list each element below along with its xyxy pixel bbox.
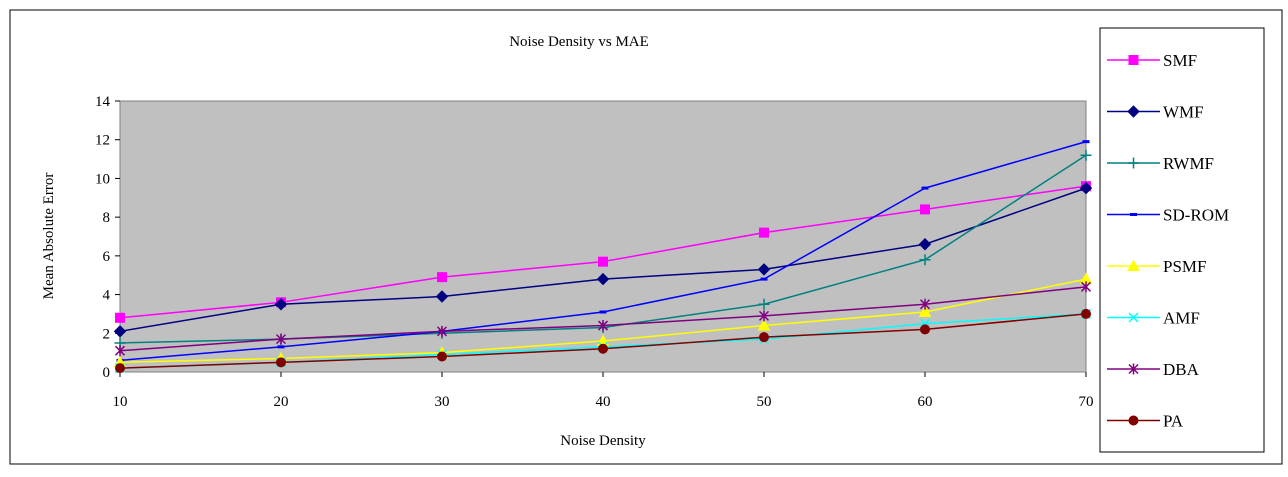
legend-item-dba: DBA <box>1107 360 1200 379</box>
series-pa <box>115 308 1091 374</box>
y-tick-label: 14 <box>95 94 111 110</box>
marker-circle <box>115 363 125 374</box>
marker-diamond <box>596 272 610 286</box>
marker-dash <box>1130 213 1137 216</box>
legend-item-wmf: WMF <box>1107 103 1204 122</box>
marker-triangle <box>918 305 932 317</box>
axes: 0 2 4 6 8 10 12 14 10 20 30 40 50 60 70 <box>95 94 1094 410</box>
marker-triangle <box>1127 259 1140 271</box>
x-tick-label: 70 <box>1079 394 1094 410</box>
marker-square <box>598 256 608 267</box>
legend-item-rwmf: RWMF <box>1107 154 1214 173</box>
marker-dash <box>599 310 607 314</box>
y-tick-label: 4 <box>103 288 111 304</box>
marker-star <box>436 325 448 337</box>
marker-square <box>759 227 769 238</box>
marker-diamond <box>918 238 932 251</box>
marker-diamond <box>113 325 127 338</box>
y-tick-label: 8 <box>103 210 111 226</box>
marker-circle <box>920 324 930 335</box>
marker-dash <box>277 345 285 349</box>
legend: SMF WMF RWMF SD-ROM PSMF AMF DBA PA <box>1107 51 1229 431</box>
y-tick-label: 2 <box>103 326 111 342</box>
marker-circle <box>759 332 769 343</box>
marker-x <box>1128 312 1139 323</box>
marker-dash <box>760 277 768 281</box>
series-layer <box>113 140 1093 374</box>
legend-box <box>1099 27 1265 453</box>
marker-square <box>920 204 930 215</box>
marker-star <box>275 333 287 345</box>
marker-square <box>115 312 125 323</box>
marker-star <box>597 320 609 332</box>
marker-circle <box>598 343 608 354</box>
y-tick-label: 12 <box>95 133 110 149</box>
marker-circle <box>1128 415 1139 426</box>
marker-circle <box>1081 308 1091 319</box>
legend-label: PA <box>1163 412 1184 431</box>
marker-star <box>919 298 931 310</box>
legend-label: RWMF <box>1163 154 1214 173</box>
marker-diamond <box>435 290 449 303</box>
marker-square <box>1128 55 1139 65</box>
marker-plus <box>919 254 931 266</box>
series-dba <box>114 281 1092 357</box>
marker-star <box>758 310 770 322</box>
legend-label: DBA <box>1163 360 1200 379</box>
x-tick-label: 40 <box>596 394 611 410</box>
legend-label: SD-ROM <box>1163 206 1229 225</box>
legend-item-amf: AMF <box>1107 309 1200 328</box>
x-tick-label: 10 <box>113 394 128 410</box>
chart-title: Noise Density vs MAE <box>509 34 649 50</box>
marker-circle <box>437 351 447 362</box>
marker-diamond <box>1127 105 1140 118</box>
x-tick-label: 50 <box>757 394 772 410</box>
legend-label: AMF <box>1163 309 1200 328</box>
x-axis-label: Noise Density <box>560 433 646 449</box>
x-tick-label: 60 <box>918 394 933 410</box>
legend-item-smf: SMF <box>1107 51 1197 70</box>
marker-diamond <box>274 298 288 311</box>
marker-triangle <box>757 319 771 331</box>
series-wmf <box>113 181 1093 338</box>
marker-dash <box>921 186 929 190</box>
marker-star <box>1080 281 1092 293</box>
marker-diamond <box>757 263 771 276</box>
marker-dash <box>1082 140 1090 144</box>
y-tick-label: 0 <box>103 365 111 381</box>
legend-item-psmf: PSMF <box>1107 257 1206 276</box>
y-tick-label: 6 <box>103 249 111 265</box>
legend-label: WMF <box>1163 103 1204 122</box>
x-tick-label: 20 <box>274 394 289 410</box>
marker-star <box>1128 363 1139 375</box>
legend-item-pa: PA <box>1107 412 1184 431</box>
marker-plus <box>758 298 770 310</box>
marker-plus <box>1128 157 1139 169</box>
marker-circle <box>276 357 286 368</box>
y-tick-label: 10 <box>95 171 110 187</box>
marker-diamond <box>1079 181 1093 195</box>
marker-plus <box>1080 149 1092 161</box>
legend-item-sd-rom: SD-ROM <box>1107 206 1229 225</box>
marker-star <box>114 345 126 357</box>
x-tick-label: 30 <box>435 394 450 410</box>
marker-square <box>437 272 447 283</box>
legend-label: SMF <box>1163 51 1197 70</box>
y-axis-label: Mean Absolute Error <box>41 173 57 300</box>
legend-label: PSMF <box>1163 257 1206 276</box>
